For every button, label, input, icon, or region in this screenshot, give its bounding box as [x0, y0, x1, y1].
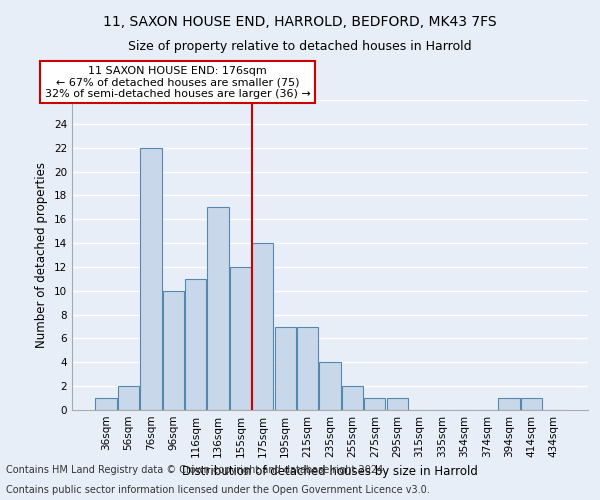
Text: Contains HM Land Registry data © Crown copyright and database right 2024.: Contains HM Land Registry data © Crown c… [6, 465, 386, 475]
Bar [499, 398, 520, 410]
Bar [386, 398, 408, 410]
Bar [163, 291, 184, 410]
Bar [118, 386, 139, 410]
Bar [230, 267, 251, 410]
Bar [140, 148, 161, 410]
Bar [95, 398, 117, 410]
Bar [297, 326, 318, 410]
Bar [521, 398, 542, 410]
Bar [252, 243, 274, 410]
X-axis label: Distribution of detached houses by size in Harrold: Distribution of detached houses by size … [182, 466, 478, 478]
Y-axis label: Number of detached properties: Number of detached properties [35, 162, 49, 348]
Text: Contains public sector information licensed under the Open Government Licence v3: Contains public sector information licen… [6, 485, 430, 495]
Text: Size of property relative to detached houses in Harrold: Size of property relative to detached ho… [128, 40, 472, 53]
Bar [208, 208, 229, 410]
Text: 11 SAXON HOUSE END: 176sqm
← 67% of detached houses are smaller (75)
32% of semi: 11 SAXON HOUSE END: 176sqm ← 67% of deta… [45, 66, 311, 98]
Bar [275, 326, 296, 410]
Bar [342, 386, 363, 410]
Bar [185, 279, 206, 410]
Text: 11, SAXON HOUSE END, HARROLD, BEDFORD, MK43 7FS: 11, SAXON HOUSE END, HARROLD, BEDFORD, M… [103, 15, 497, 29]
Bar [319, 362, 341, 410]
Bar [364, 398, 385, 410]
